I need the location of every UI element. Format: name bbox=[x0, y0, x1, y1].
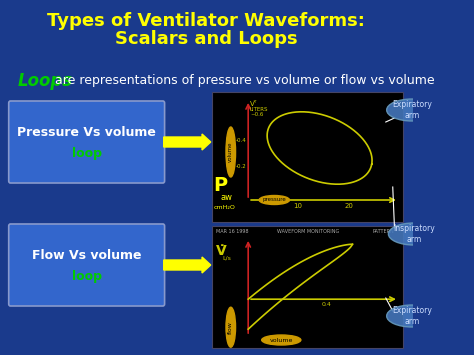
Ellipse shape bbox=[226, 127, 236, 177]
Text: Types of Ventilator Waveforms:: Types of Ventilator Waveforms: bbox=[47, 12, 365, 30]
Ellipse shape bbox=[387, 99, 437, 121]
Text: PATTERN: PATTERN bbox=[373, 229, 394, 234]
Text: LITERS: LITERS bbox=[250, 107, 268, 112]
Text: loop: loop bbox=[72, 147, 101, 160]
FancyBboxPatch shape bbox=[9, 101, 164, 183]
Text: V̇: V̇ bbox=[216, 244, 227, 258]
Text: -0.4: -0.4 bbox=[236, 137, 246, 142]
Text: Flow Vs volume: Flow Vs volume bbox=[32, 249, 141, 262]
Text: Expiratory
arm: Expiratory arm bbox=[392, 306, 432, 326]
Text: loop: loop bbox=[72, 270, 101, 283]
Text: 10: 10 bbox=[293, 203, 302, 209]
Text: -0.2: -0.2 bbox=[236, 164, 246, 169]
Ellipse shape bbox=[259, 196, 290, 204]
Ellipse shape bbox=[226, 307, 236, 347]
Text: Inspiratory
arm: Inspiratory arm bbox=[393, 224, 435, 244]
Text: cmH₂O: cmH₂O bbox=[213, 205, 235, 210]
Text: 0.4: 0.4 bbox=[322, 302, 331, 307]
Text: flow: flow bbox=[228, 321, 233, 334]
Text: Vᵀ: Vᵀ bbox=[250, 101, 257, 107]
Text: WAVEFORM MONITORING: WAVEFORM MONITORING bbox=[277, 229, 339, 234]
Text: MAR 16 1998: MAR 16 1998 bbox=[216, 229, 248, 234]
Ellipse shape bbox=[387, 305, 437, 327]
Text: Pressure Vs volume: Pressure Vs volume bbox=[17, 126, 156, 139]
Bar bbox=[211, 226, 403, 348]
Bar bbox=[211, 92, 403, 222]
Ellipse shape bbox=[388, 223, 439, 245]
Text: Loops: Loops bbox=[18, 72, 73, 90]
Ellipse shape bbox=[262, 335, 301, 345]
Text: volume: volume bbox=[228, 142, 233, 162]
Text: L/s: L/s bbox=[222, 256, 231, 261]
Text: ~0.6: ~0.6 bbox=[250, 112, 263, 117]
Text: are representations of pressure vs volume or flow vs volume: are representations of pressure vs volum… bbox=[51, 74, 434, 87]
FancyArrow shape bbox=[164, 134, 211, 150]
Text: 20: 20 bbox=[345, 203, 354, 209]
Text: aw: aw bbox=[220, 193, 232, 202]
Text: volume: volume bbox=[270, 338, 293, 343]
Text: P: P bbox=[213, 176, 228, 195]
FancyArrow shape bbox=[164, 257, 211, 273]
Text: Scalars and Loops: Scalars and Loops bbox=[115, 30, 298, 48]
Text: pressure: pressure bbox=[263, 197, 286, 202]
FancyBboxPatch shape bbox=[9, 224, 164, 306]
Text: Expiratory
arm: Expiratory arm bbox=[392, 100, 432, 120]
